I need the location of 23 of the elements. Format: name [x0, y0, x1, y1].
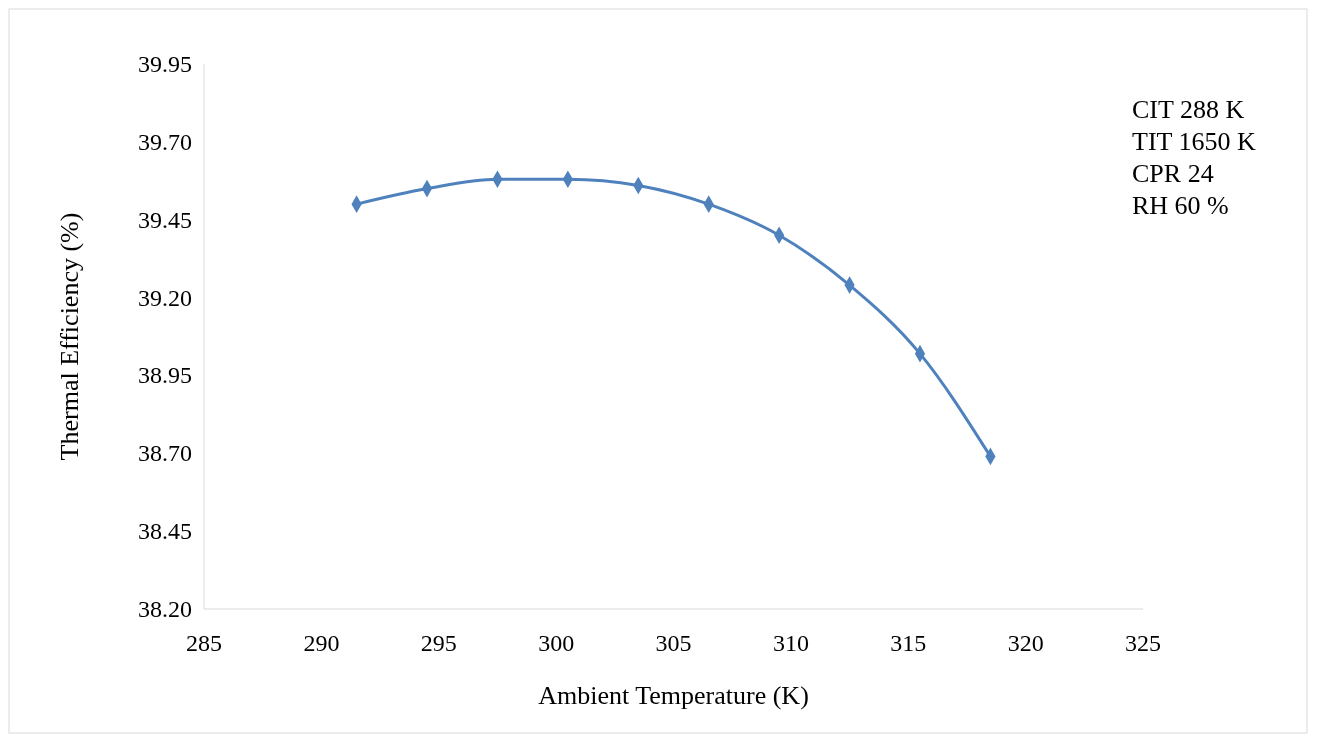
y-tick-label: 38.70 [138, 440, 192, 467]
x-tick-label: 305 [655, 630, 692, 656]
y-tick-label: 38.95 [138, 362, 192, 389]
y-tick-label: 39.45 [138, 206, 192, 233]
y-tick-label: 38.45 [138, 518, 192, 545]
x-tick-label: 285 [186, 630, 222, 656]
y-tick-label: 39.70 [138, 128, 192, 155]
x-tick-label: 310 [772, 630, 809, 656]
y-axis-title: Thermal Efficiency (%) [55, 212, 84, 461]
x-axis-title: Ambient Temperature (K) [538, 681, 809, 710]
y-tick-label: 38.20 [138, 596, 192, 622]
y-tick-label: 39.20 [138, 284, 192, 311]
annotation: TIT 1650 K [1132, 127, 1256, 156]
x-tick-label: 315 [890, 630, 927, 656]
x-tick-label: 290 [303, 630, 340, 656]
x-tick-label: 325 [1125, 630, 1161, 656]
x-tick-label: 320 [1007, 630, 1044, 656]
annotation: RH 60 % [1132, 191, 1229, 220]
x-tick-label: 300 [538, 630, 575, 656]
y-tick-label: 39.95 [138, 51, 192, 77]
x-tick-label: 295 [420, 630, 457, 656]
annotation: CPR 24 [1132, 159, 1214, 188]
annotation: CIT 288 K [1132, 95, 1245, 124]
